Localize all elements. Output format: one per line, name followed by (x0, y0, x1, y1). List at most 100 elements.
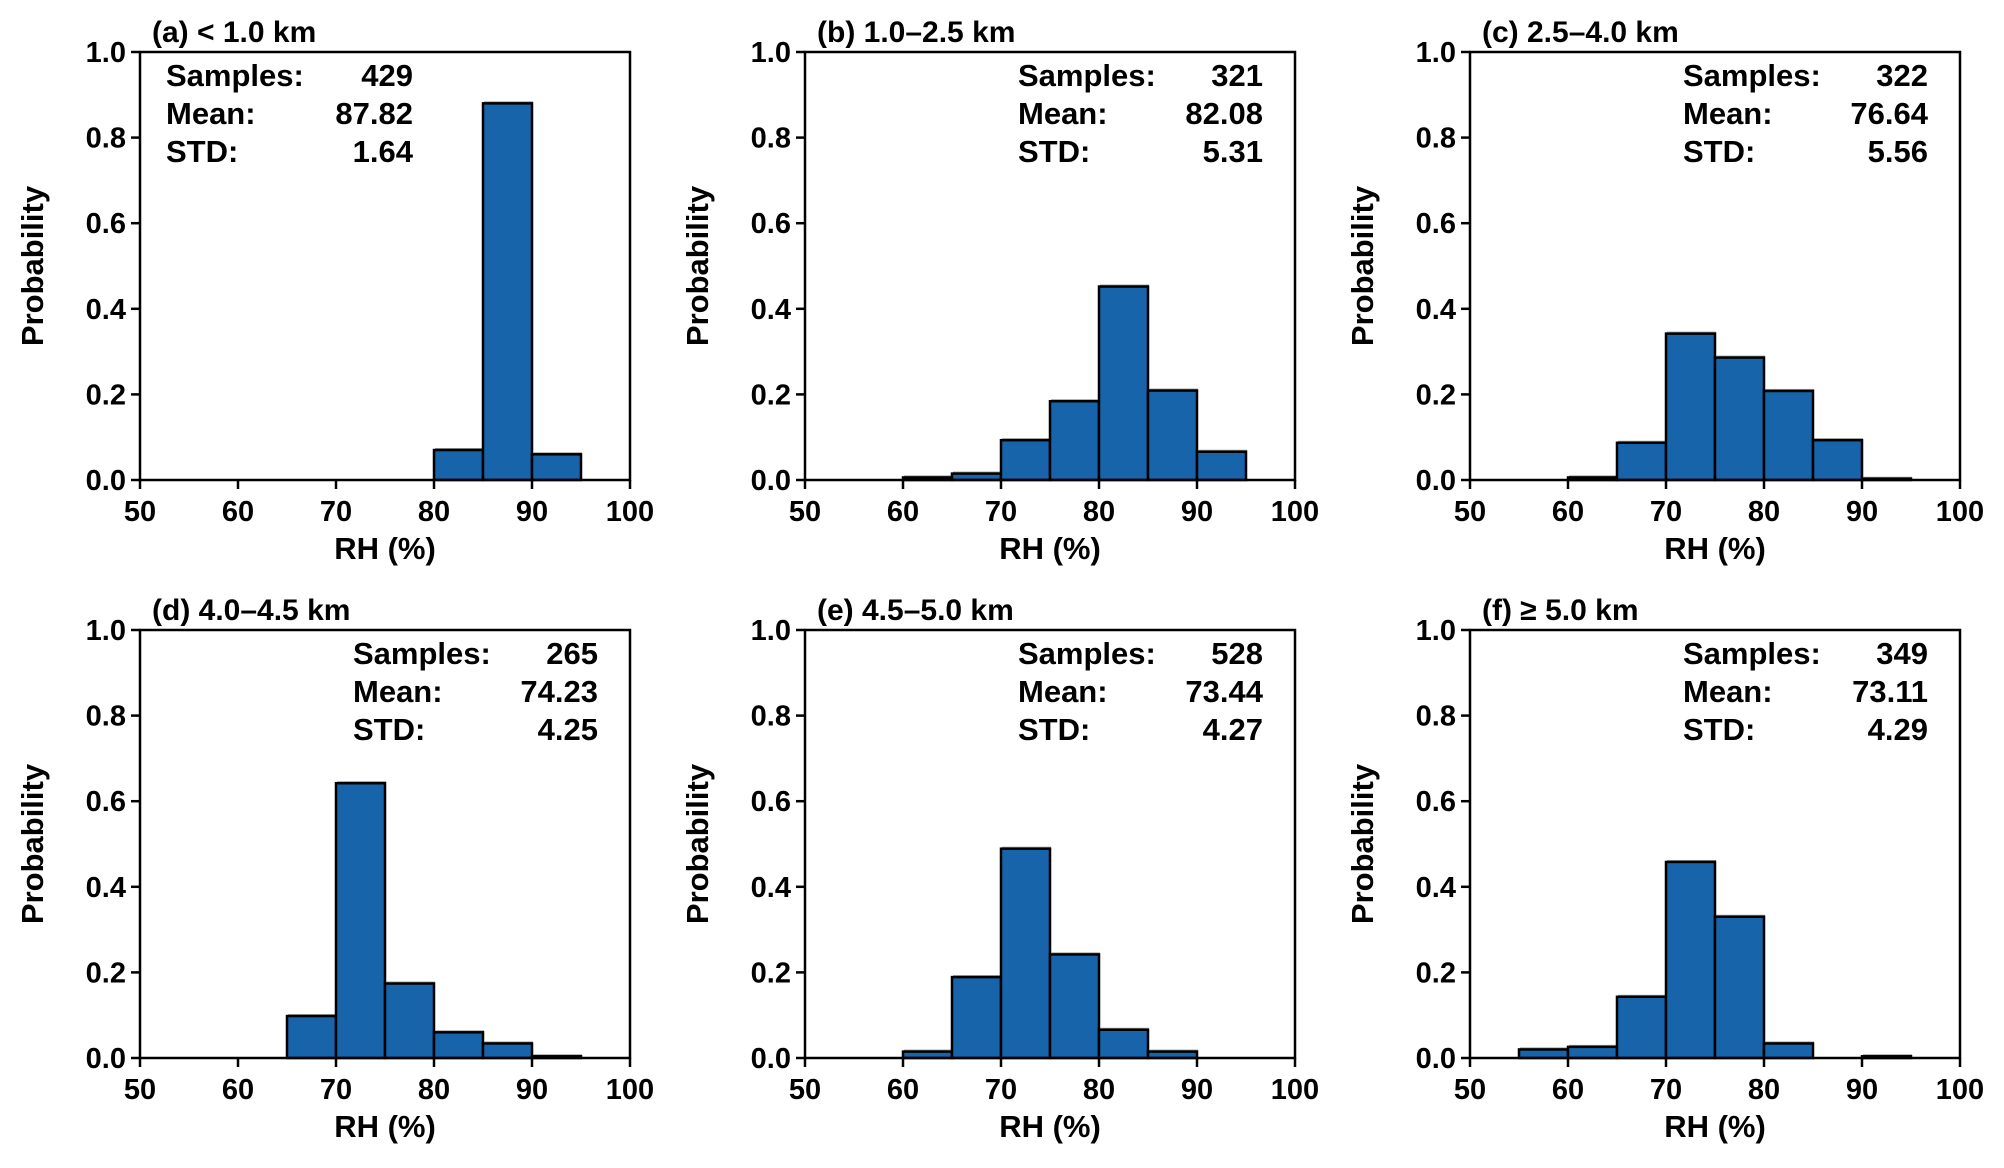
panel-f: 0.0 0.2 0.4 0.6 0.8 1.0 50 60 70 80 90 100 RH (%) Pro… (1345, 594, 1984, 1144)
x-tick-label: 90 (1846, 1074, 1878, 1106)
x-tick-label: 80 (1748, 496, 1780, 528)
stat-value: 349 (1876, 636, 1928, 671)
axes-frame (138, 50, 632, 482)
panel-a: 0.0 0.2 0.4 0.6 0.8 1.0 50 60 70 80 90 100 RH (%) Pro… (15, 16, 654, 566)
stat-value: 429 (361, 58, 413, 93)
y-tick-label: 0.6 (86, 208, 126, 240)
y-tick-label: 0.0 (751, 465, 791, 497)
axes-frame (138, 628, 632, 1060)
histogram-bar (1762, 1042, 1815, 1060)
axes-frame (803, 628, 1297, 1060)
y-tick-label: 0.4 (751, 872, 791, 904)
x-tick-label: 70 (985, 496, 1017, 528)
histogram-bar (1566, 1045, 1619, 1060)
x-tick-label: 90 (1846, 496, 1878, 528)
x-tick-label: 80 (1083, 496, 1115, 528)
x-tick-label: 70 (320, 496, 352, 528)
y-tick-label: 0.8 (1416, 701, 1456, 733)
stat-label: Samples: (1683, 636, 1821, 671)
y-tick-label: 0.6 (86, 786, 126, 818)
stat-value: 73.11 (1852, 674, 1928, 709)
histogram-bar (1811, 438, 1864, 482)
histogram-bar (1048, 953, 1101, 1060)
x-tick-label: 60 (222, 1074, 254, 1106)
y-tick-label: 0.8 (1416, 123, 1456, 155)
axes-frame (803, 50, 1297, 482)
panel-title: (e) 4.5–5.0 km (817, 594, 1014, 627)
stat-label: STD: (166, 134, 238, 169)
histogram-bar (999, 438, 1052, 482)
x-tick-label: 80 (1748, 1074, 1780, 1106)
y-tick-label: 1.0 (1416, 37, 1456, 69)
x-tick-label: 100 (1936, 1074, 1984, 1106)
stat-label: STD: (1018, 712, 1090, 747)
x-tick-label: 70 (985, 1074, 1017, 1106)
histogram-bar (1713, 356, 1766, 482)
stat-label: Mean: (1018, 674, 1108, 709)
stat-value: 5.31 (1203, 134, 1263, 169)
y-tick-label: 0.4 (1416, 872, 1456, 904)
stat-label: Mean: (166, 96, 256, 131)
axes-frame (1468, 628, 1962, 1060)
x-tick-label: 60 (1552, 1074, 1584, 1106)
histogram-bar (1762, 389, 1815, 482)
panel-title: (d) 4.0–4.5 km (152, 594, 350, 627)
y-tick-label: 0.2 (1416, 957, 1456, 989)
x-tick-label: 90 (1181, 1074, 1213, 1106)
x-tick-label: 100 (606, 1074, 654, 1106)
y-tick-label: 0.0 (1416, 465, 1456, 497)
axes-frame (1468, 50, 1962, 482)
x-tick-label: 60 (222, 496, 254, 528)
histogram-bar (1048, 399, 1101, 482)
x-tick-label: 70 (1650, 1074, 1682, 1106)
y-axis-label: Probability (1345, 185, 1380, 346)
x-tick-label: 100 (1936, 496, 1984, 528)
x-axis-label: RH (%) (999, 1109, 1101, 1144)
y-axis-label: Probability (15, 185, 50, 346)
x-tick-label: 100 (1271, 496, 1319, 528)
stat-value: 87.82 (335, 96, 413, 131)
x-tick-label: 50 (124, 496, 156, 528)
histogram-bar (481, 102, 534, 482)
y-tick-label: 0.4 (751, 294, 791, 326)
y-tick-label: 0.4 (86, 294, 126, 326)
x-axis-label: RH (%) (1664, 1109, 1766, 1144)
histogram-bar (1664, 860, 1717, 1060)
x-tick-label: 60 (887, 1074, 919, 1106)
x-tick-label: 90 (516, 1074, 548, 1106)
stat-value: 528 (1211, 636, 1263, 671)
x-axis-label: RH (%) (334, 1109, 436, 1144)
y-axis-label: Probability (680, 185, 715, 346)
x-tick-label: 80 (418, 496, 450, 528)
panel-title: (f) ≥ 5.0 km (1482, 594, 1639, 627)
y-tick-label: 0.8 (751, 701, 791, 733)
x-tick-label: 50 (789, 1074, 821, 1106)
stat-label: Samples: (166, 58, 304, 93)
y-axis-label: Probability (680, 763, 715, 924)
panel-title: (b) 1.0–2.5 km (817, 16, 1015, 49)
y-tick-label: 1.0 (751, 37, 791, 69)
histogram-bar (1195, 450, 1248, 482)
y-tick-label: 0.8 (86, 123, 126, 155)
x-tick-label: 50 (124, 1074, 156, 1106)
y-tick-label: 0.6 (1416, 208, 1456, 240)
x-tick-label: 60 (1552, 496, 1584, 528)
y-tick-label: 1.0 (751, 615, 791, 647)
histogram-bar (383, 982, 436, 1060)
histogram-bar (530, 453, 583, 482)
x-tick-label: 60 (887, 496, 919, 528)
stat-label: Mean: (353, 674, 443, 709)
stat-value: 74.23 (520, 674, 598, 709)
stat-value: 321 (1211, 58, 1263, 93)
y-tick-label: 0.4 (86, 872, 126, 904)
stat-label: Mean: (1683, 674, 1773, 709)
stat-label: Mean: (1018, 96, 1108, 131)
stat-value: 265 (546, 636, 598, 671)
y-tick-label: 0.0 (86, 1043, 126, 1075)
histogram-bar (1615, 441, 1668, 482)
y-tick-label: 0.2 (751, 379, 791, 411)
panel-e: 0.0 0.2 0.4 0.6 0.8 1.0 50 60 70 80 90 100 RH (%) Pro… (680, 594, 1319, 1144)
histogram-bar (950, 975, 1003, 1060)
x-tick-label: 50 (1454, 496, 1486, 528)
